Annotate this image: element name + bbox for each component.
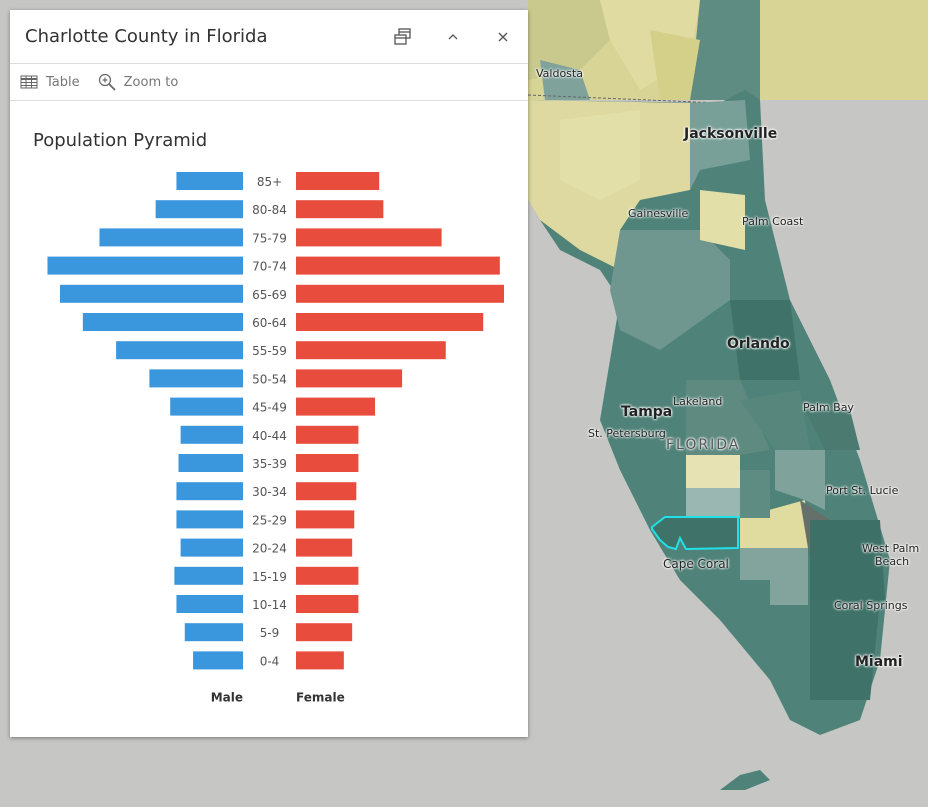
map-label-tampa: Tampa: [621, 404, 673, 420]
age-label: 55-59: [252, 344, 287, 358]
age-label: 45-49: [252, 401, 287, 415]
zoom-to-button[interactable]: Zoom to: [98, 73, 179, 91]
bar-female-55-59[interactable]: [296, 341, 446, 360]
age-label: 40-44: [252, 429, 287, 443]
age-label: 10-14: [252, 598, 287, 612]
age-label: 65-69: [252, 288, 287, 302]
bar-female-5-9[interactable]: [296, 623, 353, 642]
keys: [720, 770, 770, 790]
age-label: 5-9: [260, 626, 280, 640]
dock-button[interactable]: [378, 10, 428, 63]
age-label: 30-34: [252, 485, 287, 499]
age-label: 35-39: [252, 457, 287, 471]
zoom-in-icon: [98, 73, 116, 91]
age-label: 50-54: [252, 372, 287, 386]
map-label-port-st-lucie: Port St. Lucie: [826, 484, 899, 497]
charlotte-county-outline[interactable]: [651, 516, 739, 551]
bar-female-40-44[interactable]: [296, 425, 359, 444]
bar-female-45-49[interactable]: [296, 397, 376, 416]
map-label-coral-springs: Coral Springs: [834, 599, 908, 612]
map-label-jacksonville: Jacksonville: [684, 126, 778, 142]
bar-female-35-39[interactable]: [296, 454, 359, 472]
map-label-miami: Miami: [855, 654, 903, 670]
chart-title: Population Pyramid: [33, 130, 208, 151]
bar-male-55-59[interactable]: [116, 341, 243, 360]
age-label: 25-29: [252, 513, 287, 527]
chevron-up-icon: [448, 33, 458, 39]
zoom-to-label: Zoom to: [123, 74, 179, 90]
age-label: 20-24: [252, 542, 287, 556]
table-icon: [20, 75, 38, 89]
map-label-palm-bay: Palm Bay: [803, 401, 854, 414]
legend-male: Male: [211, 691, 243, 705]
bar-male-10-14[interactable]: [176, 595, 243, 613]
close-button[interactable]: [478, 10, 528, 63]
map-label-valdosta: Valdosta: [536, 67, 583, 80]
bar-female-10-14[interactable]: [296, 595, 359, 613]
popup-title: Charlotte County in Florida: [25, 26, 268, 47]
bar-male-5-9[interactable]: [184, 623, 243, 642]
popup-header: Charlotte County in Florida: [10, 10, 528, 64]
bar-female-85+[interactable]: [296, 172, 380, 190]
bar-male-60-64[interactable]: [82, 313, 243, 331]
map-label-st-petersburg: St. Petersburg: [588, 427, 666, 440]
map-label-cape-coral: Cape Coral: [663, 557, 729, 571]
bar-female-60-64[interactable]: [296, 313, 484, 331]
bar-male-35-39[interactable]: [178, 454, 243, 472]
bar-female-0-4[interactable]: [296, 651, 344, 670]
bar-female-70-74[interactable]: [296, 256, 500, 275]
bar-female-20-24[interactable]: [296, 538, 353, 557]
age-label: 0-4: [260, 654, 280, 668]
collapse-button[interactable]: [428, 10, 478, 63]
bar-male-25-29[interactable]: [176, 510, 243, 529]
bar-male-65-69[interactable]: [59, 284, 244, 303]
georgia-counties: [528, 0, 928, 100]
bar-male-40-44[interactable]: [180, 425, 243, 444]
map-label-west-palm: West Palm: [862, 542, 920, 555]
bar-male-30-34[interactable]: [176, 482, 243, 501]
bar-male-70-74[interactable]: [47, 256, 244, 275]
bar-female-50-54[interactable]: [296, 369, 403, 388]
bar-male-85+[interactable]: [176, 172, 243, 190]
age-label: 15-19: [252, 570, 287, 584]
bar-female-80-84[interactable]: [296, 200, 384, 219]
age-label: 70-74: [252, 260, 287, 274]
bar-female-30-34[interactable]: [296, 482, 357, 501]
legend-female: Female: [296, 691, 345, 705]
bar-female-25-29[interactable]: [296, 510, 355, 529]
bar-male-15-19[interactable]: [174, 566, 243, 585]
dock-icon: [394, 27, 411, 45]
map-label-lakeland: Lakeland: [673, 395, 723, 408]
bar-female-15-19[interactable]: [296, 566, 359, 585]
close-icon: [498, 32, 508, 41]
map-label-florida: FLORIDA: [666, 437, 741, 453]
bar-male-20-24[interactable]: [180, 538, 243, 557]
bar-male-75-79[interactable]: [99, 228, 243, 247]
bar-male-0-4[interactable]: [193, 651, 243, 670]
state-boundary: [527, 94, 721, 104]
popup-panel: Charlotte County in Florida Table Zoom t…: [10, 10, 528, 737]
age-label: 75-79: [252, 231, 287, 245]
bar-male-45-49[interactable]: [170, 397, 243, 416]
bar-female-75-79[interactable]: [296, 228, 442, 247]
florida-counties: [528, 90, 890, 735]
popup-toolbar: Table Zoom to: [10, 64, 528, 101]
bar-female-65-69[interactable]: [296, 284, 504, 303]
population-pyramid-chart: 85+ 80-84 75-79 70-74 65-69 60-64 55-59 50-54 45…: [47, 172, 504, 705]
age-label: 80-84: [252, 203, 287, 217]
map-label-beach: Beach: [875, 555, 910, 568]
age-label: 60-64: [252, 316, 287, 330]
bar-male-80-84[interactable]: [155, 200, 243, 219]
map-label-gainesville: Gainesville: [628, 207, 689, 220]
table-label: Table: [46, 74, 80, 90]
table-button[interactable]: Table: [20, 74, 80, 90]
map-label-palm-coast: Palm Coast: [742, 215, 804, 228]
map-label-orlando: Orlando: [727, 336, 790, 352]
age-label: 85+: [257, 175, 282, 189]
bar-male-50-54[interactable]: [149, 369, 243, 388]
